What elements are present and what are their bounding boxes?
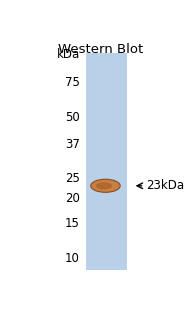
Text: Western Blot: Western Blot [58, 43, 143, 56]
Text: 23kDa: 23kDa [146, 179, 184, 192]
Bar [86, 53, 127, 270]
Text: 50: 50 [65, 112, 80, 125]
Ellipse shape [96, 182, 112, 189]
Text: 15: 15 [65, 217, 80, 230]
Text: 10: 10 [65, 252, 80, 265]
Text: 75: 75 [65, 76, 80, 89]
Text: 37: 37 [65, 138, 80, 151]
Text: 25: 25 [65, 172, 80, 185]
Ellipse shape [91, 179, 120, 192]
Text: kDa: kDa [56, 48, 80, 61]
Text: 20: 20 [65, 192, 80, 205]
